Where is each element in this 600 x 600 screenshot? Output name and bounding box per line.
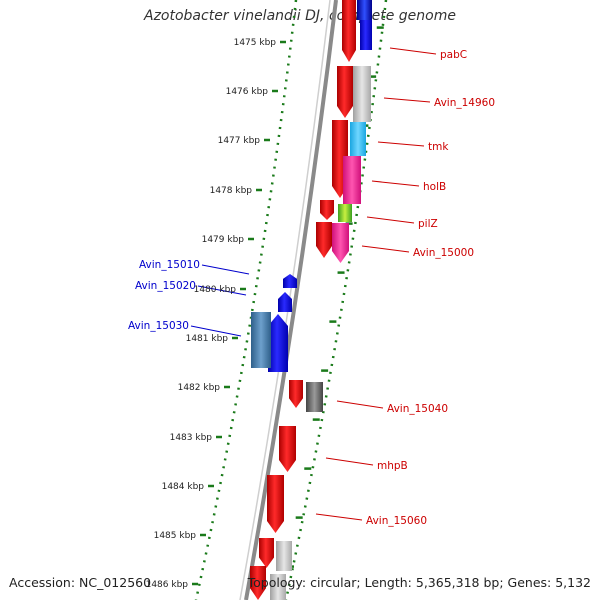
label-leaders (190, 47, 437, 521)
leader-holb (371, 180, 420, 187)
leader-avin-15040 (336, 400, 384, 409)
gene-label-pabc[interactable]: pabC (440, 49, 467, 61)
gene-arrow-forward-9[interactable] (259, 538, 274, 568)
genome-title: Azotobacter vinelandii DJ, complete geno… (144, 8, 456, 24)
gene-label-tmk[interactable]: tmk (428, 141, 449, 153)
genome-summary-text: Topology: circular; Length: 5,365,318 bp… (247, 575, 591, 590)
ruler-label-1475-kbp: 1475 kbp (234, 38, 277, 48)
ruler-label-1484-kbp: 1484 kbp (162, 482, 205, 492)
gene-arrow-forward-4[interactable] (320, 200, 334, 220)
ruler-label-1483-kbp: 1483 kbp (170, 433, 213, 443)
gene-arrow-forward-6[interactable] (289, 380, 303, 408)
gene-label-avin-14960[interactable]: Avin_14960 (434, 97, 495, 109)
leader-mhpb (325, 457, 374, 466)
ruler-label-1477-kbp: 1477 kbp (218, 136, 261, 146)
ruler-ticks (192, 26, 384, 586)
accession-text: Accession: NC_012560 (9, 575, 152, 590)
gene-label-avin-15020[interactable]: Avin_15020 (135, 280, 196, 292)
leader-avin-15030 (190, 325, 242, 337)
gene-band-6[interactable] (338, 204, 352, 222)
leader-avin-15000 (361, 245, 410, 253)
gene-arrow-reverse-2[interactable] (278, 292, 292, 312)
ruler-label-1478-kbp: 1478 kbp (210, 186, 253, 196)
gene-band-5[interactable] (343, 156, 361, 204)
gene-arrow-forward-7[interactable] (279, 426, 296, 472)
gene-arrow-forward-1[interactable] (342, 0, 356, 62)
gene-band-2[interactable] (360, 20, 372, 50)
gene-band-1[interactable] (357, 0, 372, 20)
gene-label-avin-15060[interactable]: Avin_15060 (366, 515, 427, 527)
leader-tmk (377, 141, 425, 147)
gene-label-avin-15000[interactable]: Avin_15000 (413, 247, 474, 259)
gene-band-4[interactable] (350, 122, 366, 156)
ruler-label-1482-kbp: 1482 kbp (178, 383, 221, 393)
leader-avin-15010 (201, 264, 250, 275)
leader-avin-14960 (383, 97, 431, 103)
gene-band-7[interactable] (332, 223, 349, 263)
gene-arrow-reverse-4[interactable] (251, 312, 271, 368)
gene-arrow-reverse-1[interactable] (283, 274, 297, 288)
gene-label-pilz[interactable]: pilZ (418, 218, 438, 230)
leader-avin-15020 (197, 285, 247, 296)
gene-arrow-forward-2[interactable] (337, 66, 353, 118)
gene-band-3[interactable] (353, 66, 371, 122)
ruler-label-1485-kbp: 1485 kbp (154, 531, 197, 541)
gene-label-holb[interactable]: holB (423, 181, 446, 193)
gene-label-avin-15010[interactable]: Avin_15010 (139, 259, 200, 271)
ruler-label-1476-kbp: 1476 kbp (226, 87, 269, 97)
leader-avin-15060 (315, 513, 363, 521)
gene-arrow-forward-8[interactable] (267, 475, 284, 533)
ruler-label-1480-kbp: 1480 kbp (194, 285, 237, 295)
label-texts: 1475 kbp 1476 kbp 1477 kbp 1478 kbp 1479 kbp… (128, 38, 495, 590)
gene-features (250, 0, 372, 600)
ruler-label-1479-kbp: 1479 kbp (202, 235, 245, 245)
gene-arrow-reverse-3[interactable] (268, 314, 288, 372)
gene-label-avin-15030[interactable]: Avin_15030 (128, 320, 189, 332)
genome-backbone-outer (244, 0, 338, 600)
gene-label-mhpb[interactable]: mhpB (377, 460, 408, 472)
gene-band-9[interactable] (276, 541, 292, 571)
ruler-label-1481-kbp: 1481 kbp (186, 334, 229, 344)
gene-arrow-forward-5[interactable] (316, 222, 332, 258)
gene-label-avin-15040[interactable]: Avin_15040 (387, 403, 448, 415)
gene-band-10[interactable] (270, 574, 286, 600)
leader-pabc (389, 47, 437, 55)
gene-band-8[interactable] (306, 382, 323, 412)
ruler-label-1486-kbp: 1486 kbp (146, 580, 189, 590)
gene-arrow-forward-10[interactable] (250, 566, 266, 600)
leader-pilz (366, 216, 415, 224)
